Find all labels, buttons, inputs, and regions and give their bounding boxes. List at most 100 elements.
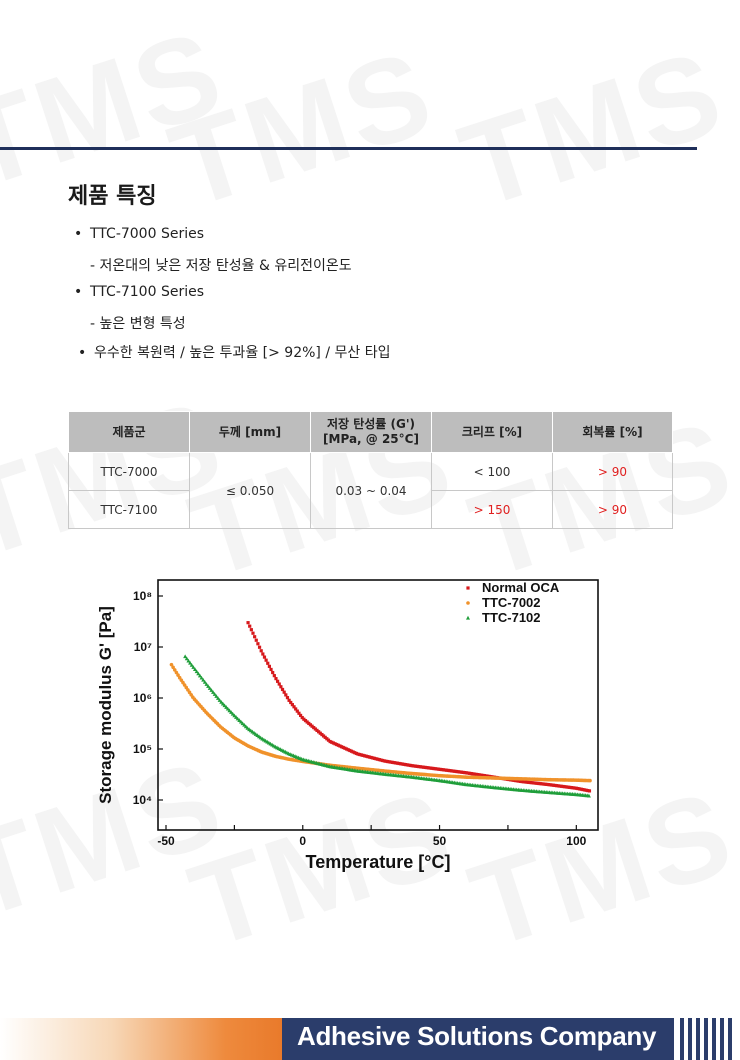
data-point [536,781,541,786]
data-point [433,767,437,771]
footer-stripe [704,1018,708,1060]
data-point [362,754,367,758]
data-point [336,743,340,747]
footer-gradient [0,1018,282,1060]
data-point [571,786,575,790]
y-axis-label: Storage modulus G' [Pa] [96,606,115,804]
data-point [445,768,449,772]
data-point [408,763,413,768]
data-point [285,696,290,700]
data-point [412,764,416,768]
data-point [541,782,546,786]
header-modulus-line1: 저장 탄성률 (G') [326,417,416,431]
data-point [517,779,521,783]
data-point [222,703,227,708]
data-point [251,631,255,635]
data-point [307,721,311,726]
data-point [392,761,396,765]
data-point [440,767,444,772]
feature-subitem: - 높은 변형 특성 [90,313,186,333]
x-tick-label: 100 [566,834,586,848]
data-point [254,638,258,642]
data-point [584,788,588,792]
data-point [540,782,544,786]
data-point [546,782,551,787]
data-point [194,669,199,674]
data-point [287,698,291,702]
data-point [564,785,569,789]
footer-stripe [696,1018,700,1060]
data-point [303,719,308,723]
data-point [297,711,301,715]
data-point [581,787,585,792]
footer-stripe [728,1018,732,1060]
data-point [348,748,352,753]
footer-stripe [720,1018,724,1060]
data-point [568,785,572,789]
cell-modulus: 0.03 ~ 0.04 [310,452,432,529]
data-point [335,742,339,747]
data-point [204,682,209,686]
data-point [556,784,560,788]
footer-stripe [688,1018,692,1060]
chart-marks [169,621,592,798]
header-modulus: 저장 탄성률 (G') [MPa, @ 25°C] [310,411,432,453]
data-point [397,761,401,766]
data-point [353,751,357,755]
header-creep: 크리프 [%] [431,411,553,453]
data-point [315,728,319,732]
data-point [461,770,465,774]
data-point [253,635,257,639]
cell-creep: < 100 [431,452,553,491]
data-point [364,754,368,758]
data-point [459,770,464,774]
cell-product: TTC-7000 [68,452,190,491]
data-point [201,677,206,682]
data-point [563,785,567,789]
data-point [266,661,270,665]
legend-item: TTC-7102 [466,610,541,625]
data-point [399,762,403,766]
data-point [366,755,370,759]
y-tick-label: 10⁸ [133,589,152,603]
data-point [340,745,344,749]
data-point [325,737,329,741]
header-product: 제품군 [68,411,190,453]
data-point [395,761,400,765]
header-recovery: 회복률 [%] [552,411,673,453]
data-point [468,771,472,775]
data-point [515,779,519,783]
data-point [464,771,468,775]
data-point [312,725,316,730]
data-point [349,749,354,753]
bullet: • [78,345,87,361]
data-point [382,759,386,763]
cell-thickness: ≤ 0.050 [189,452,311,529]
series-normal-oca [246,621,592,793]
data-point [189,662,194,667]
data-point [561,784,565,789]
data-point [527,780,531,784]
feature-item: • TTC-7100 Series [74,284,204,300]
header-thickness: 두께 [mm] [189,411,311,453]
data-point [453,769,457,773]
data-point [359,753,363,757]
data-point [333,742,337,746]
data-point [300,715,304,720]
data-point [443,768,447,772]
series-ttc-7002 [169,662,592,783]
data-point [343,746,347,750]
data-point [463,771,467,775]
data-point [582,788,587,792]
data-point [545,782,549,786]
data-point [548,783,552,787]
data-point [225,706,230,711]
data-point [477,773,482,777]
data-point [248,624,252,628]
data-point [183,654,188,659]
spec-table: 제품군 두께 [mm] 저장 탄성률 (G') [MPa, @ 25°C] 크리… [68,411,673,529]
data-point [427,766,431,770]
cell-creep: > 150 [431,490,553,529]
data-point [310,724,314,728]
